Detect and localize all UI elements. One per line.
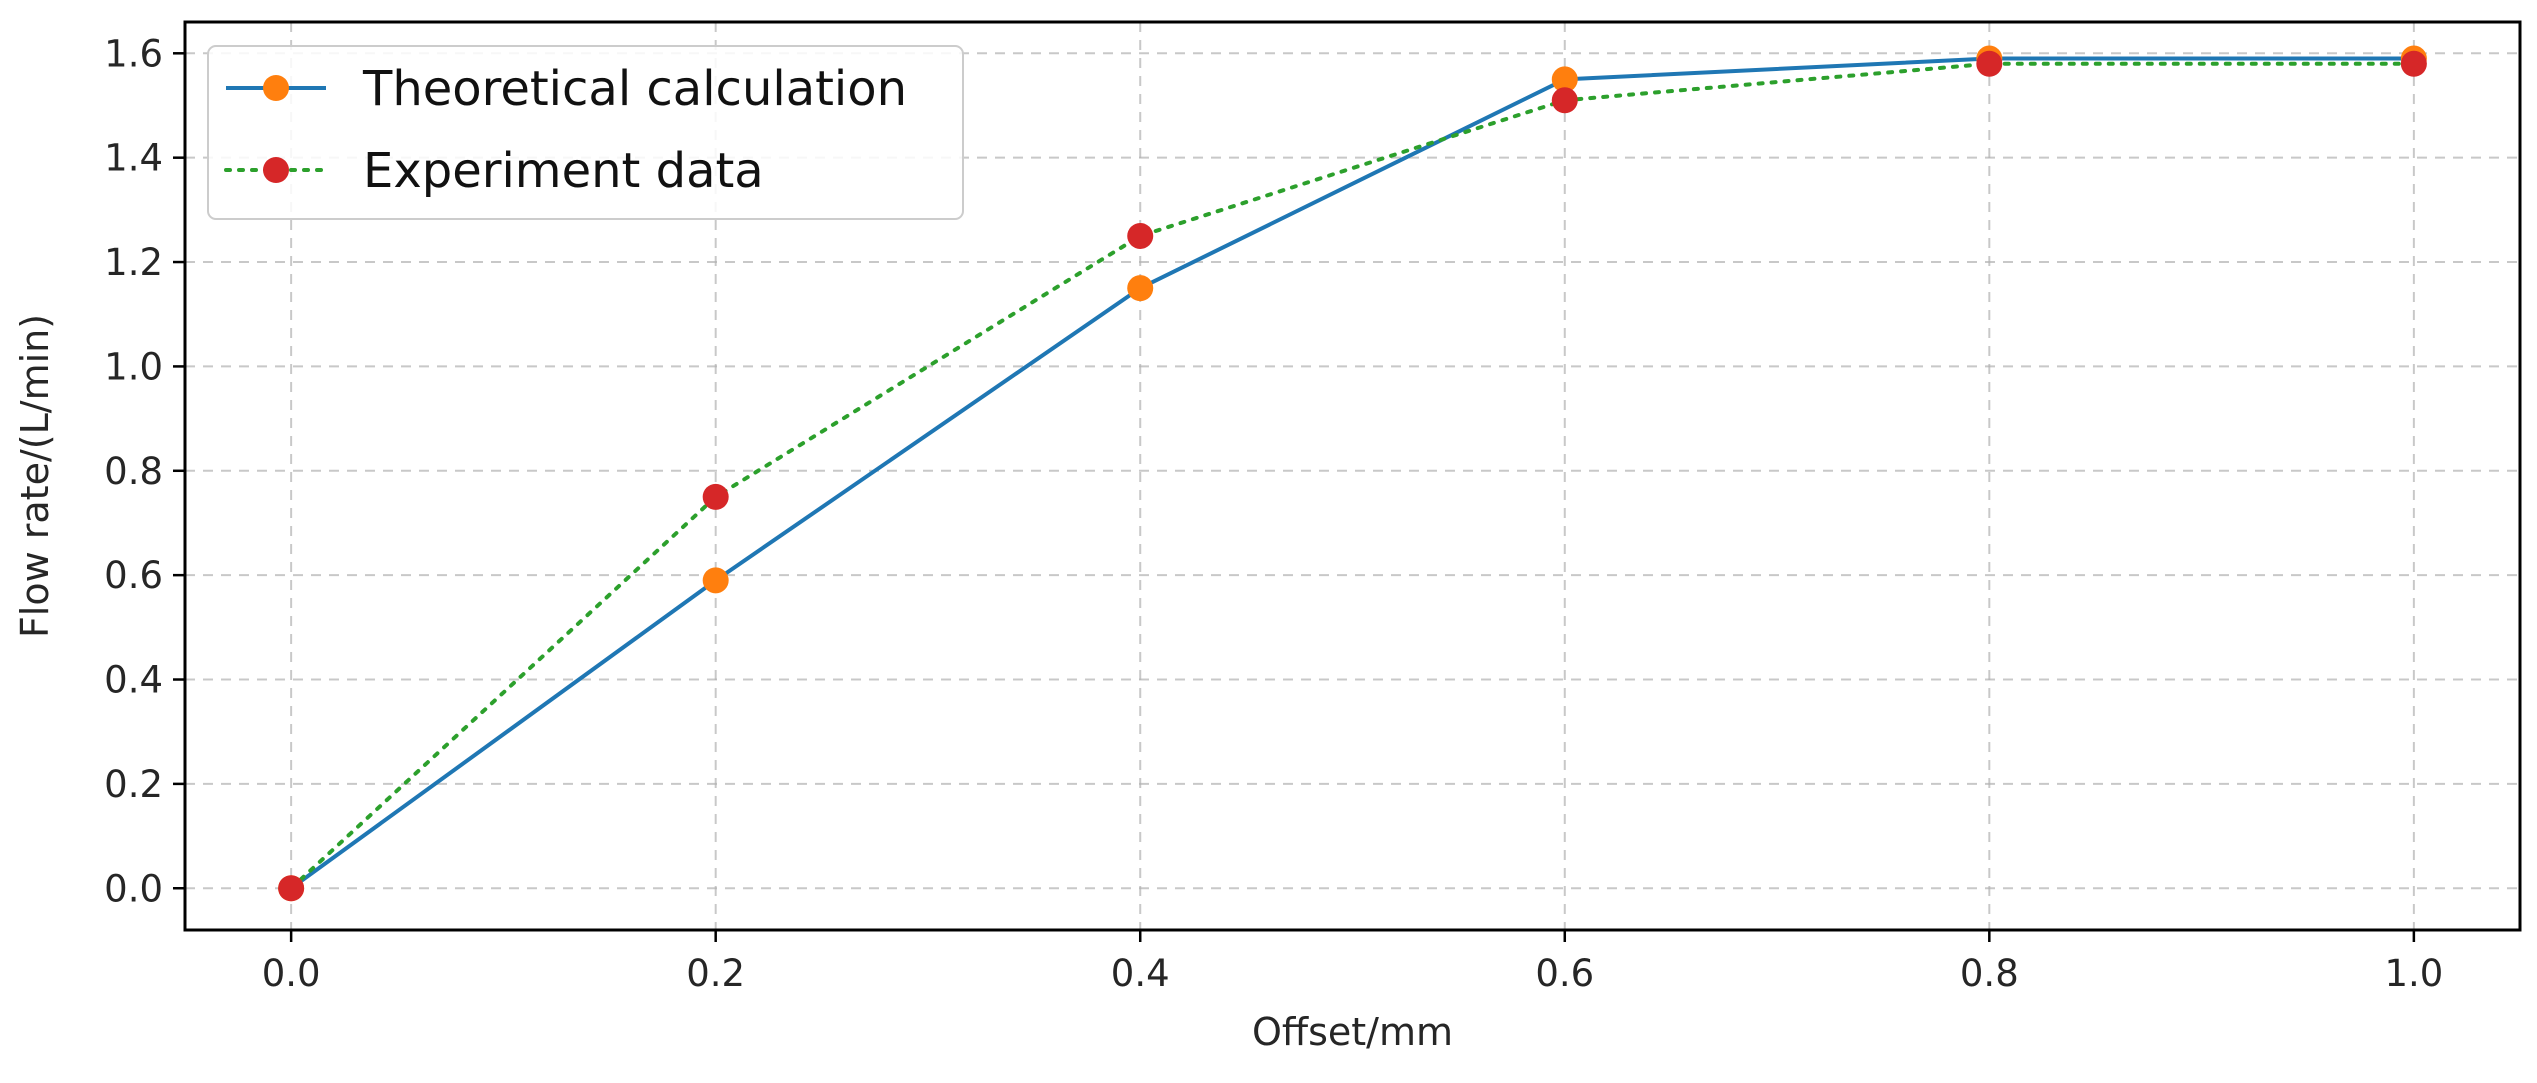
legend-entry-experiment: Experiment data [224, 143, 764, 199]
grid [185, 22, 2520, 930]
y-axis-title: Flow rate/(L/min) [13, 314, 57, 638]
series-line-1 [289, 61, 2416, 891]
x-tick-label: 0.8 [1960, 952, 2019, 995]
series-layer [278, 45, 2427, 902]
y-tick-label: 0.8 [104, 450, 163, 493]
series-1-point [278, 875, 305, 902]
series-1-point [702, 483, 729, 510]
x-axis-ticks: 0.0 0.2 0.4 0.6 0.8 1.0 [262, 930, 2443, 995]
legend-label-experiment: Experiment data [363, 143, 764, 199]
x-tick-label: 1.0 [2384, 952, 2443, 995]
plot-frame [183, 20, 2522, 932]
x-tick-label: 0.0 [262, 952, 321, 995]
x-tick-label: 0.4 [1111, 952, 1170, 995]
series-line-0 [289, 56, 2414, 890]
series-1-point [1976, 50, 2003, 77]
y-tick-label: 0.2 [104, 763, 163, 806]
series-1-point [1127, 222, 1154, 249]
y-tick-label: 1.4 [104, 137, 163, 180]
x-tick-label: 0.6 [1535, 952, 1594, 995]
x-tick-label: 0.2 [686, 952, 745, 995]
y-tick-label: 1.6 [104, 32, 163, 75]
y-tick-label: 1.0 [104, 345, 163, 388]
legend-entry-theoretical: Theoretical calculation [226, 61, 907, 117]
series-0-point [702, 567, 729, 594]
series-0-point [1551, 66, 1578, 93]
series-0-point [1127, 275, 1154, 302]
y-tick-label: 0.4 [104, 659, 163, 702]
y-tick-label: 1.2 [104, 241, 163, 284]
x-axis-title: Offset/mm [1252, 1010, 1453, 1054]
legend-label-theoretical: Theoretical calculation [362, 61, 907, 117]
legend-box [207, 45, 964, 220]
legend-marker-experiment [263, 157, 289, 183]
legend: Theoretical calculation Experiment data [207, 45, 964, 220]
y-tick-label: 0.6 [104, 554, 163, 597]
y-tick-label: 0.0 [104, 867, 163, 910]
y-axis-ticks: 0.0 0.2 0.4 0.6 0.8 1.0 1.2 1.4 1.6 [104, 32, 185, 910]
series-1-point [1551, 87, 1578, 114]
series-1-point [2400, 50, 2427, 77]
legend-marker-theoretical [263, 75, 289, 101]
